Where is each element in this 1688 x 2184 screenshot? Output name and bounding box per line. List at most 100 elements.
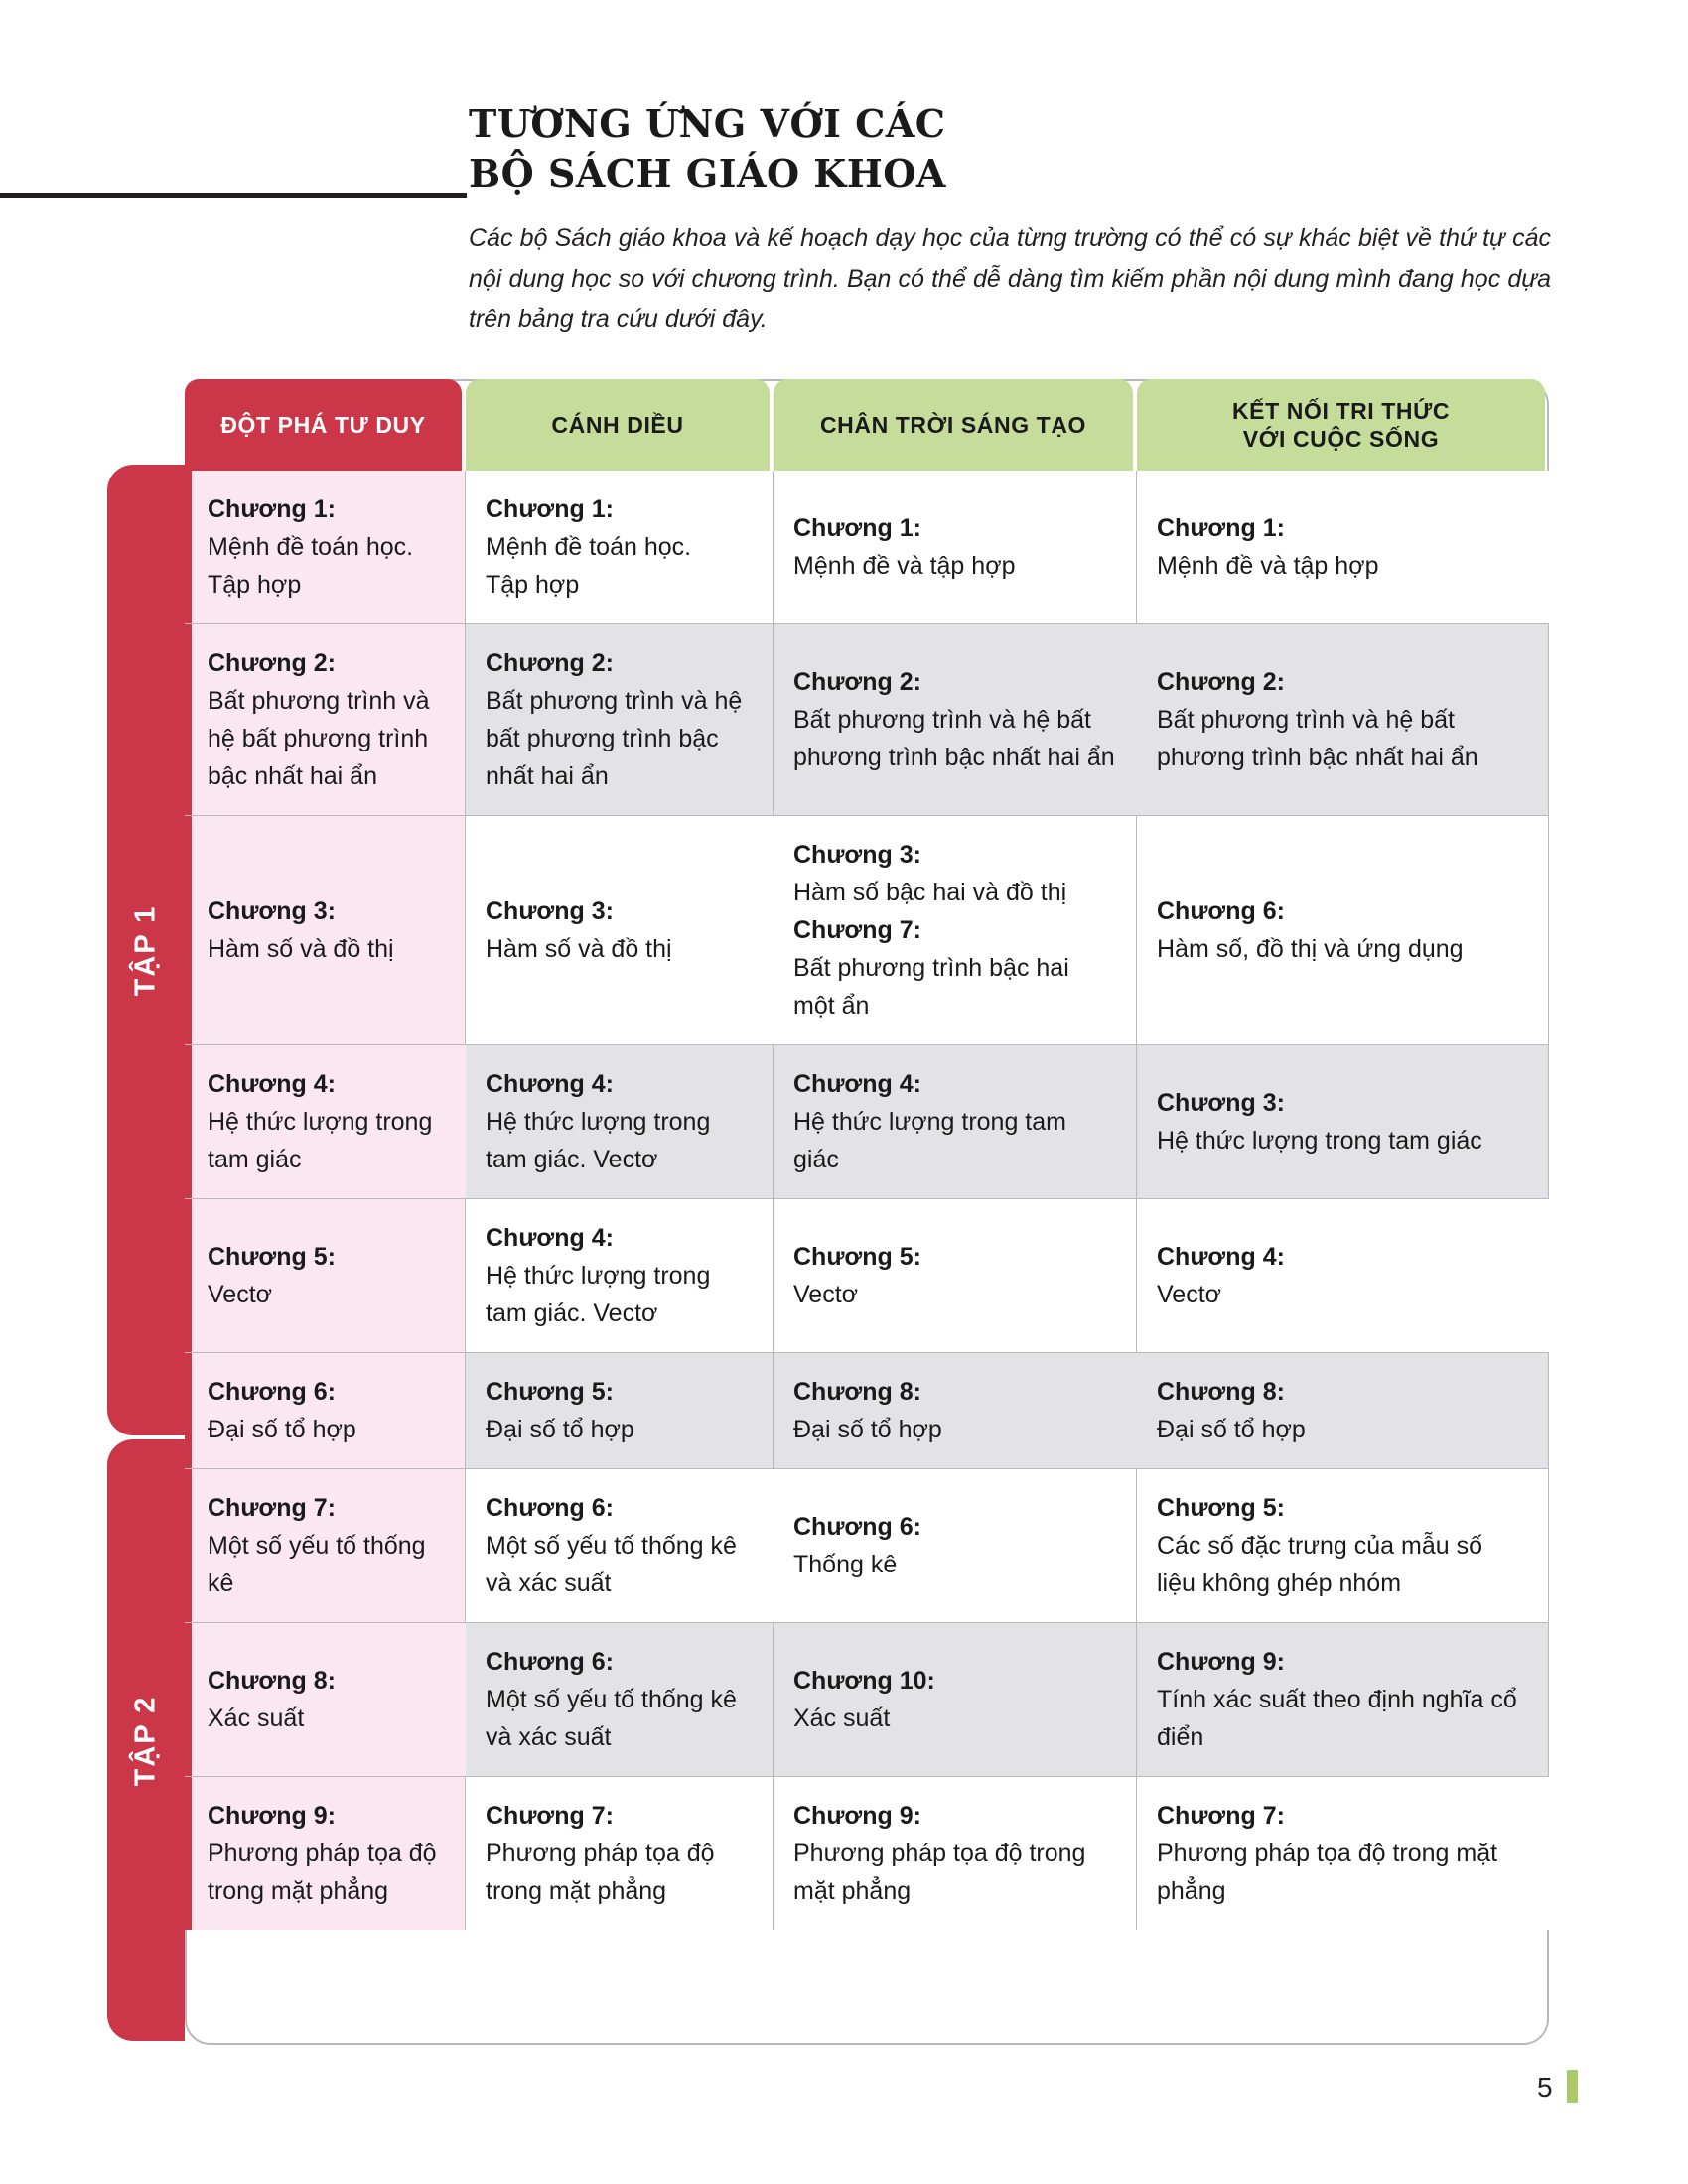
chapter-label: Chương 5: [208, 1243, 336, 1271]
chapter-label: Chương 2: [208, 649, 336, 677]
table-cell-r9-c3: Chương 9: Phương pháp tọa độ trong mặt ph… [774, 1777, 1137, 1930]
chapter-description: Hệ thức lượng trong tam giác [208, 1108, 433, 1173]
chapter-label: Chương 8: [793, 1378, 921, 1406]
table-cell-r1-c2: Chương 1: Mệnh đề toán học. Tập hợp [466, 471, 774, 623]
chapter-description: Phương pháp tọa độ trong mặt phẳng [1157, 1840, 1498, 1905]
chapter-description: Hàm số, đồ thị và ứng dụng [1157, 935, 1464, 963]
chapter-label: Chương 1: [793, 514, 921, 542]
chapter-label: Chương 3: [486, 897, 614, 925]
chapter-label: Chương 7: [208, 1494, 336, 1522]
chapter-label: Chương 4: [1157, 1243, 1285, 1271]
table-header-col-1: ĐỘT PHÁ TƯ DUY [185, 379, 462, 471]
chapter-label: Chương 4: [486, 1070, 614, 1098]
table-cell-r4-c4: Chương 3: Hệ thức lượng trong tam giác [1137, 1045, 1549, 1198]
side-tab-tap-2-label: TẬP 2 [129, 1695, 162, 1786]
chapter-description: Mệnh đề và tập hợp [1157, 552, 1379, 580]
chapter-description: Mệnh đề toán học. [208, 533, 414, 561]
table-cell-r8-c4: Chương 9: Tính xác suất theo định nghĩa c… [1137, 1623, 1549, 1776]
chapter-label: Chương 9: [793, 1802, 921, 1830]
table-cell-r6-c1: Chương 6: Đại số tổ hợp [185, 1353, 466, 1468]
chapter-label: Chương 4: [208, 1070, 336, 1098]
table-cell-r4-c3: Chương 4: Hệ thức lượng trong tam giác [774, 1045, 1137, 1198]
table-header-col-3: CHÂN TRỜI SÁNG TẠO [774, 379, 1133, 471]
chapter-label: Chương 10: [793, 1667, 935, 1695]
page-number-accent-bar [1567, 2070, 1578, 2103]
chapter-description: Bất phương trình và hệ bất phương trình … [208, 687, 430, 790]
table-cell-r7-c4: Chương 5: Các số đặc trưng của mẫu số liệ… [1137, 1469, 1549, 1622]
side-tab-tap-1[interactable]: TẬP 1 [107, 465, 185, 1435]
table-cell-r5-c4: Chương 4: Vectơ [1137, 1199, 1549, 1352]
side-tab-tap-2[interactable]: TẬP 2 [107, 1439, 185, 2041]
chapter-description: Hàm số và đồ thị [486, 935, 672, 963]
chapter-description: Bất phương trình và hệ bất phương trình … [486, 687, 743, 790]
chapter-description: Các số đặc trưng của mẫu số liệu không g… [1157, 1532, 1483, 1597]
chapter-label: Chương 6: [486, 1494, 614, 1522]
chapter-label: Chương 2: [486, 649, 614, 677]
chapter-description: Xác suất [208, 1705, 305, 1732]
chapter-description: Tính xác suất theo định nghĩa cổ điển [1157, 1686, 1517, 1751]
chapter-description: Đại số tổ hợp [208, 1416, 356, 1443]
table-row-divider [185, 1622, 1549, 1623]
chapter-description: Vectơ [793, 1281, 859, 1308]
chapter-label: Chương 4: [793, 1070, 921, 1098]
chapter-description: Thống kê [793, 1551, 898, 1578]
chapter-description: Bất phương trình và hệ bất phương trình … [793, 706, 1115, 771]
table-row-divider [185, 1352, 1549, 1353]
chapter-description: Hàm số và đồ thị [208, 935, 394, 963]
chapter-label: Chương 4: [486, 1224, 614, 1252]
chapter-description: Đại số tổ hợp [1157, 1416, 1306, 1443]
chapter-description: Phương pháp tọa độ trong mặt phẳng [793, 1840, 1086, 1905]
chapter-label: Chương 8: [1157, 1378, 1285, 1406]
chapter-description: Phương pháp tọa độ trong mặt phẳng [486, 1840, 715, 1905]
page-header: TƯƠNG ỨNG VỚI CÁC BỘ SÁCH GIÁO KHOA Các … [469, 99, 1571, 340]
table-cell-r3-c3: Chương 3: Hàm số bậc hai và đồ thị Chương … [774, 816, 1137, 1044]
chapter-label: Chương 5: [1157, 1494, 1285, 1522]
chapter-label: Chương 1: [486, 495, 614, 523]
chapter-label: Chương 7: [793, 916, 921, 944]
table-cell-r9-c4: Chương 7: Phương pháp tọa độ trong mặt ph… [1137, 1777, 1549, 1930]
chapter-label: Chương 1: [208, 495, 336, 523]
chapter-label: Chương 6: [486, 1648, 614, 1676]
chapter-label: Chương 8: [208, 1667, 336, 1695]
table-cell-r8-c2: Chương 6: Một số yếu tố thống kê và xác s… [466, 1623, 774, 1776]
table-cell-r9-c2: Chương 7: Phương pháp tọa độ trong mặt ph… [466, 1777, 774, 1930]
chapter-label: Chương 3: [1157, 1089, 1285, 1117]
table-cell-r6-c3: Chương 8: Đại số tổ hợp [774, 1353, 1137, 1468]
chapter-description: Tập hợp [486, 571, 580, 599]
chapter-label: Chương 2: [793, 668, 921, 696]
table-cell-r8-c3: Chương 10: Xác suất [774, 1623, 1137, 1776]
table-cell-r2-c4: Chương 2: Bất phương trình và hệ bất phươ… [1137, 624, 1549, 815]
table-cell-r7-c1: Chương 7: Một số yếu tố thống kê [185, 1469, 466, 1622]
chapter-description: Một số yếu tố thống kê [208, 1532, 426, 1597]
chapter-description: Hàm số bậc hai và đồ thị [793, 879, 1067, 906]
chapter-description: Hệ thức lượng trong tam giác [1157, 1127, 1482, 1155]
table-cell-r5-c2: Chương 4: Hệ thức lượng trong tam giác. V… [466, 1199, 774, 1352]
chapter-description: Mệnh đề và tập hợp [793, 552, 1016, 580]
table-cell-r3-c2: Chương 3: Hàm số và đồ thị [466, 816, 774, 1044]
page-title: TƯƠNG ỨNG VỚI CÁC BỘ SÁCH GIÁO KHOA [469, 101, 946, 197]
chapter-description: Xác suất [793, 1705, 891, 1732]
chapter-description: Một số yếu tố thống kê và xác suất [486, 1532, 737, 1597]
table-cell-r1-c1: Chương 1: Mệnh đề toán học. Tập hợp [185, 471, 466, 623]
table-row-divider [185, 815, 1549, 816]
table-cell-r4-c1: Chương 4: Hệ thức lượng trong tam giác [185, 1045, 466, 1198]
intro-paragraph: Các bộ Sách giáo khoa và kế hoạch dạy họ… [469, 224, 1551, 334]
chapter-description: Hệ thức lượng trong tam giác [793, 1108, 1066, 1173]
chapter-label: Chương 1: [1157, 514, 1285, 542]
chapter-description: Một số yếu tố thống kê và xác suất [486, 1686, 737, 1751]
table-cell-r3-c4: Chương 6: Hàm số, đồ thị và ứng dụng [1137, 816, 1549, 1044]
chapter-description: Vectơ [1157, 1281, 1222, 1308]
table-header-col-4: KẾT NỐI TRI THỨC VỚI CUỘC SỐNG [1137, 379, 1545, 471]
side-tab-tap-1-label: TẬP 1 [129, 904, 162, 996]
table-cell-r6-c2: Chương 5: Đại số tổ hợp [466, 1353, 774, 1468]
header-divider-rule [0, 193, 467, 198]
table-cell-r4-c2: Chương 4: Hệ thức lượng trong tam giác. V… [466, 1045, 774, 1198]
chapter-label: Chương 7: [486, 1802, 614, 1830]
chapter-description: Hệ thức lượng trong tam giác. Vectơ [486, 1108, 711, 1173]
chapter-description: Bất phương trình bậc hai một ẩn [793, 954, 1069, 1020]
table-cell-r9-c1: Chương 9: Phương pháp tọa độ trong mặt ph… [185, 1777, 466, 1930]
chapter-description: Tập hợp [208, 571, 302, 599]
chapter-description: Phương pháp tọa độ trong mặt phẳng [208, 1840, 437, 1905]
page-number: 5 [1537, 2072, 1553, 2103]
table-cell-r1-c4: Chương 1: Mệnh đề và tập hợp [1137, 471, 1549, 623]
